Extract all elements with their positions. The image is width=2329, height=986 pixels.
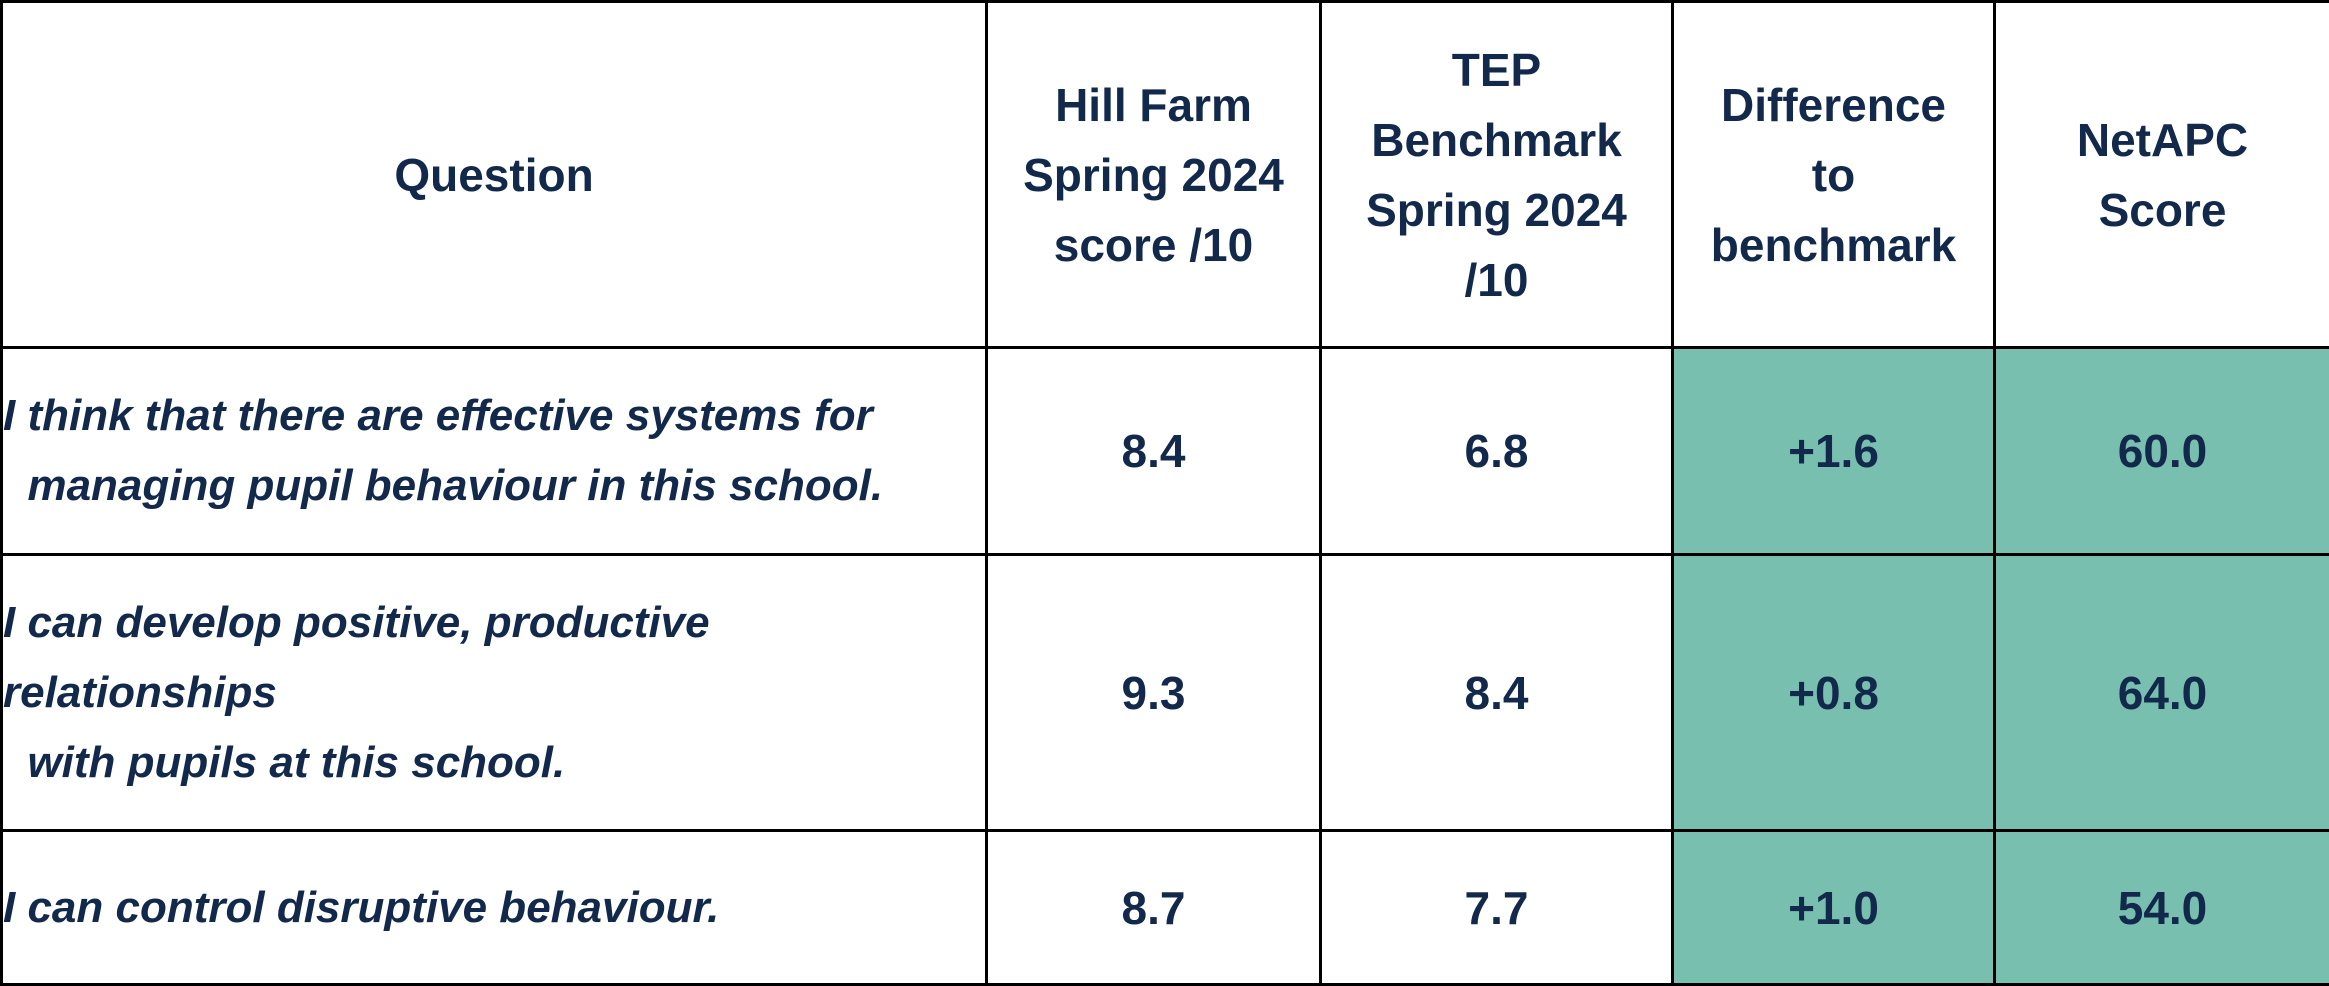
header-line: to [1711,140,1956,210]
table-row: I can develop positive, productive relat… [2,555,2329,831]
question-line: I think that there are effective systems… [3,381,985,451]
header-difference: Difference to benchmark [1673,2,1995,348]
question-cell: I can control disruptive behaviour. [2,831,987,985]
question-line: I can develop positive, productive [3,588,985,658]
hill-farm-score-cell: 8.7 [987,831,1321,985]
tep-benchmark-cell: 7.7 [1321,831,1673,985]
header-line: score /10 [1023,210,1284,280]
header-line: Hill Farm [1023,70,1284,140]
header-line: Benchmark [1366,105,1627,175]
header-line: benchmark [1711,210,1956,280]
question-cell: I think that there are effective systems… [2,348,987,555]
difference-cell: +1.6 [1673,348,1995,555]
question-line: relationships [3,658,985,728]
header-line: Score [2077,175,2248,245]
question-line: with pupils at this school. [3,728,985,798]
table-row: I can control disruptive behaviour. 8.7 … [2,831,2329,985]
header-tep-benchmark: TEP Benchmark Spring 2024 /10 [1321,2,1673,348]
netapc-score-cell: 54.0 [1995,831,2329,985]
header-line: NetAPC [2077,105,2248,175]
hill-farm-score-cell: 9.3 [987,555,1321,831]
header-question-line: Question [394,140,593,210]
netapc-score-cell: 60.0 [1995,348,2329,555]
header-question: Question [2,2,987,348]
table-row: I think that there are effective systems… [2,348,2329,555]
header-line: /10 [1366,245,1627,315]
question-line: I can control disruptive behaviour. [3,873,985,943]
difference-cell: +1.0 [1673,831,1995,985]
netapc-score-cell: 64.0 [1995,555,2329,831]
table-header-row: Question Hill Farm Spring 2024 score /10… [2,2,2329,348]
header-line: Difference [1711,70,1956,140]
tep-benchmark-cell: 6.8 [1321,348,1673,555]
question-line: managing pupil behaviour in this school. [3,451,985,521]
header-hill-farm-score: Hill Farm Spring 2024 score /10 [987,2,1321,348]
tep-benchmark-cell: 8.4 [1321,555,1673,831]
difference-cell: +0.8 [1673,555,1995,831]
header-netapc-score: NetAPC Score [1995,2,2329,348]
header-line: Spring 2024 [1366,175,1627,245]
hill-farm-score-cell: 8.4 [987,348,1321,555]
header-line: Spring 2024 [1023,140,1284,210]
question-cell: I can develop positive, productive relat… [2,555,987,831]
header-line: TEP [1366,35,1627,105]
